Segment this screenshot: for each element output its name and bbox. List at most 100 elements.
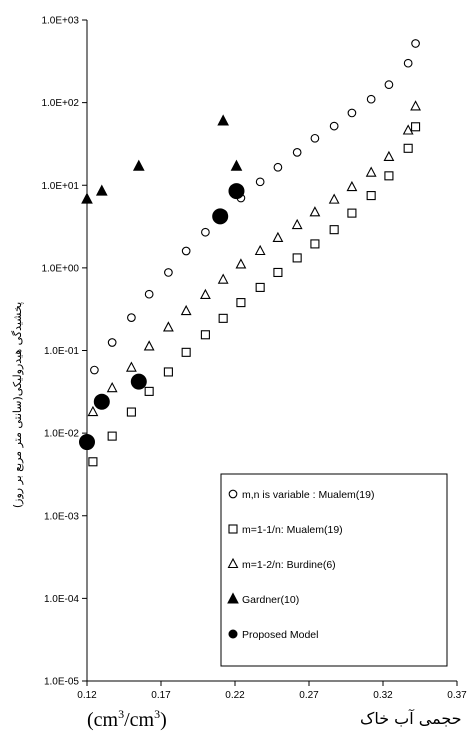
data-point: [163, 367, 173, 377]
legend-entry: m,n is variable : Mualem(19): [242, 489, 374, 501]
data-point: [309, 206, 321, 217]
data-point: [107, 431, 117, 441]
legend-marker: [227, 592, 239, 604]
data-point: [328, 193, 340, 204]
data-point: [127, 313, 136, 322]
x-tick-label: 0.22: [225, 690, 245, 701]
data-point: [125, 361, 137, 372]
data-point: [87, 405, 99, 417]
data-point: [181, 246, 191, 256]
data-point: [212, 208, 229, 225]
data-point: [347, 208, 357, 218]
data-point: [255, 177, 265, 187]
y-tick-label: 1.0E+00: [41, 263, 79, 274]
data-point: [291, 218, 303, 230]
data-point: [403, 143, 413, 153]
data-point: [90, 365, 99, 375]
data-point: [403, 58, 413, 68]
data-point: [347, 108, 357, 118]
series-3: [81, 114, 243, 204]
legend-marker: [228, 629, 238, 639]
data-point: [310, 239, 320, 249]
data-point: [384, 80, 394, 90]
data-point: [254, 244, 266, 256]
data-point: [236, 298, 246, 308]
legend-entry: Gardner(10): [242, 594, 299, 606]
data-point: [144, 289, 154, 299]
data-point: [235, 258, 247, 269]
legend-marker: [228, 489, 238, 499]
legend-marker: [228, 524, 238, 534]
data-point: [144, 386, 154, 396]
data-points: [79, 39, 421, 467]
y-axis-label: پخشیدگی هیدرولیکی(سانتی متر مربع بر روز): [11, 302, 24, 508]
data-point: [292, 253, 302, 263]
data-point: [181, 347, 191, 357]
data-point: [162, 321, 174, 332]
data-point: [366, 191, 376, 201]
legend-entry: Proposed Model: [242, 629, 318, 641]
legend-marker: [227, 557, 239, 569]
y-tick-label: 1.0E-04: [44, 594, 79, 605]
x-axis-ticks: 0.12 0.17 0.22 0.27 0.32 0.37: [77, 681, 467, 701]
series-4: [79, 183, 245, 451]
data-point: [402, 124, 414, 135]
y-tick-label: 1.0E-01: [44, 346, 79, 357]
x-tick-label: 0.37: [447, 690, 467, 701]
y-tick-label: 1.0E+02: [41, 98, 79, 109]
data-point: [107, 338, 117, 347]
x-axis-unit: (cm3/cm3): [87, 707, 167, 731]
series-1: [88, 122, 421, 467]
data-point: [366, 94, 376, 104]
data-point: [88, 457, 98, 467]
data-point: [411, 39, 420, 48]
y-tick-label: 1.0E-02: [44, 429, 79, 440]
data-point: [410, 100, 421, 111]
x-tick-label: 0.12: [77, 690, 97, 701]
data-point: [95, 184, 108, 196]
y-axis-ticks: 1.0E-05 1.0E-04 1.0E-03 1.0E-02 1.0E-01 1.0E+…: [41, 16, 87, 688]
y-tick-label: 1.0E+01: [41, 181, 79, 192]
series-0: [90, 39, 420, 375]
data-point: [126, 407, 136, 417]
y-tick-label: 1.0E+03: [41, 16, 79, 27]
data-point: [411, 122, 421, 132]
legend: m,n is variable : Mualem(19) m=1-1/n: Mua…: [220, 473, 448, 667]
data-point: [273, 267, 283, 278]
data-point: [143, 340, 155, 351]
data-point: [329, 225, 339, 235]
x-axis-label: رطوبت حجمی آب خاک: [360, 709, 467, 729]
data-point: [93, 393, 110, 410]
data-point: [164, 268, 173, 277]
data-point: [346, 180, 358, 192]
data-point: [79, 434, 95, 451]
legend-entry: m=1-1/n: Mualem(19): [242, 524, 343, 536]
legend-entry: m=1-2/n: Burdine(6): [242, 559, 336, 571]
data-point: [218, 313, 228, 323]
data-point: [200, 330, 210, 340]
x-tick-label: 0.17: [151, 690, 171, 701]
x-tick-label: 0.32: [373, 690, 393, 701]
data-point: [365, 166, 377, 177]
data-point: [201, 227, 210, 237]
y-tick-label: 1.0E-05: [44, 677, 79, 688]
data-point: [228, 183, 245, 200]
y-tick-label: 1.0E-03: [44, 511, 79, 522]
data-point: [272, 231, 284, 243]
legend-box: [220, 473, 448, 667]
data-point: [180, 304, 192, 316]
data-point: [217, 273, 229, 284]
data-point: [383, 150, 395, 162]
x-tick-label: 0.27: [299, 690, 319, 701]
data-point: [292, 148, 302, 157]
data-point: [199, 288, 211, 300]
data-point: [230, 159, 243, 171]
data-point: [255, 282, 265, 292]
data-point: [217, 114, 229, 126]
data-point: [384, 171, 394, 181]
data-point: [130, 373, 147, 390]
series-2: [87, 100, 421, 417]
data-point: [132, 159, 145, 171]
data-point: [273, 162, 283, 172]
